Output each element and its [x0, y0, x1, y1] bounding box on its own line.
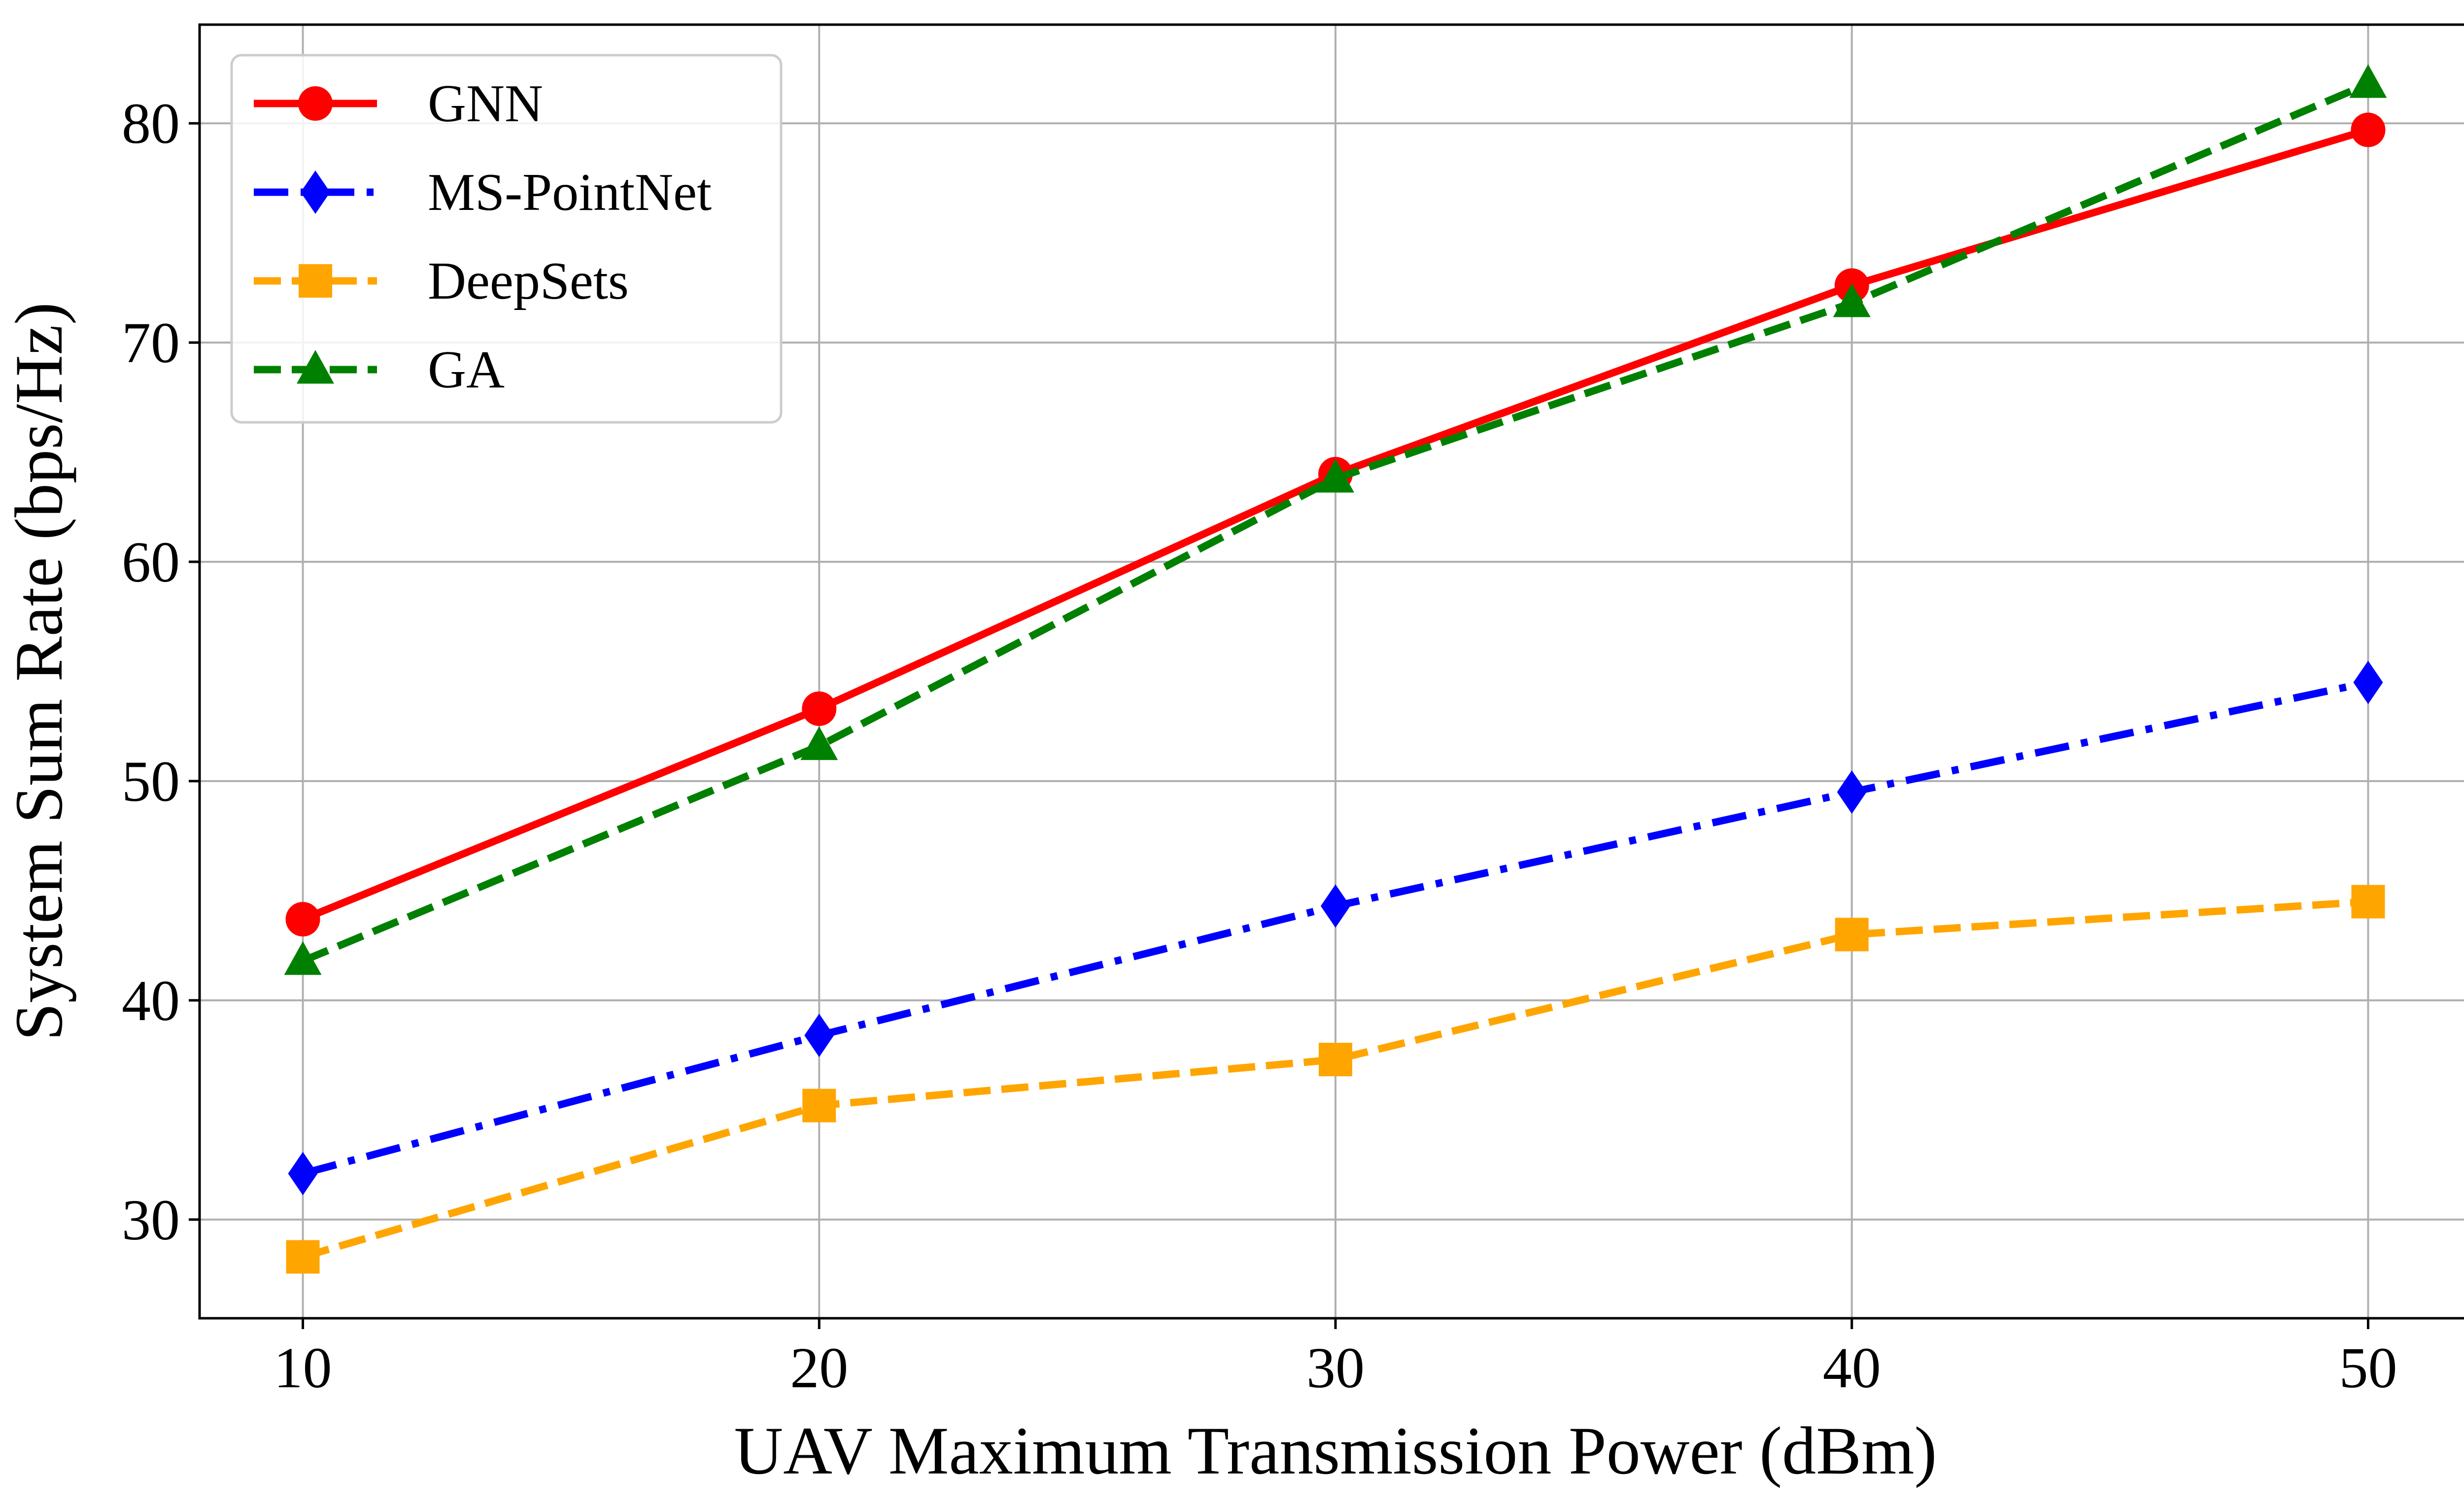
y-tick-label: 40: [122, 968, 180, 1033]
legend-marker: [298, 86, 333, 121]
data-point: [284, 941, 322, 975]
data-point: [288, 1152, 318, 1196]
legend-label: MS-PointNet: [428, 163, 712, 222]
x-tick-label: 30: [1306, 1336, 1365, 1400]
data-point: [1833, 283, 1871, 317]
x-tick-label: 10: [274, 1336, 332, 1400]
data-point: [1835, 918, 1869, 952]
legend-entry: MS-PointNet: [254, 163, 712, 222]
legend-marker: [297, 350, 334, 384]
data-point: [1319, 1043, 1352, 1076]
series-ga: [284, 64, 2387, 975]
legend-entry: GA: [254, 341, 505, 399]
data-point: [2351, 112, 2386, 147]
series-ms-pointnet: [288, 660, 2383, 1196]
series-deepsets: [286, 885, 2385, 1274]
y-tick-label: 70: [122, 310, 180, 375]
legend-entry: DeepSets: [254, 252, 629, 310]
series-line: [302, 898, 2368, 1261]
legend-box: [230, 54, 783, 424]
y-tick-label: 60: [122, 530, 180, 594]
legend-entry: GNN: [254, 74, 543, 133]
data-point: [800, 726, 838, 760]
y-tick-label: 30: [122, 1188, 180, 1252]
x-tick-label: 20: [790, 1336, 848, 1400]
legend: GNN MS-PointNet DeepSets GA: [230, 54, 783, 424]
axis-ticks: 10 20 30 40 50 30 40 50 60 70 80: [122, 91, 2397, 1400]
data-point: [286, 1240, 320, 1274]
x-tick-label: 40: [1823, 1336, 1881, 1400]
legend-label: GNN: [428, 74, 543, 133]
y-tick-label: 80: [122, 91, 180, 156]
series-layer: [284, 64, 2387, 1274]
data-point: [804, 1014, 834, 1058]
legend-marker: [301, 171, 330, 214]
data-point: [802, 1089, 836, 1123]
data-point: [285, 902, 320, 937]
data-point: [2353, 660, 2383, 704]
legend-label: GA: [428, 341, 505, 399]
data-point: [1317, 459, 1354, 493]
data-point: [1837, 770, 1867, 814]
x-axis-label: UAV Maximum Transmission Power (dBm): [734, 1413, 1937, 1488]
legend-marker: [299, 264, 332, 298]
y-tick-label: 50: [122, 749, 180, 814]
data-point: [1321, 884, 1350, 928]
data-point: [802, 691, 837, 726]
x-tick-label: 50: [2339, 1336, 2397, 1400]
data-point: [2349, 64, 2387, 98]
data-point: [2351, 885, 2385, 919]
legend-label: DeepSets: [428, 252, 629, 310]
y-axis-label: System Sum Rate (bps/Hz): [1, 302, 76, 1041]
